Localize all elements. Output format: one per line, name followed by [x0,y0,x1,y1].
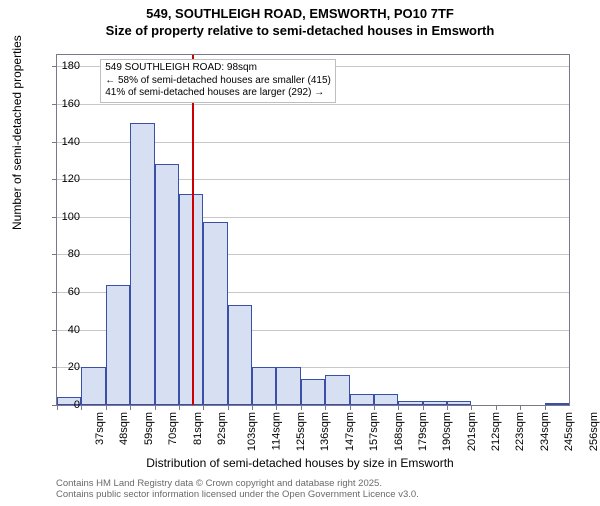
x-tick-mark [423,405,424,410]
x-tick-label: 59sqm [143,412,155,445]
annotation-line-smaller: ← 58% of semi-detached houses are smalle… [105,75,331,88]
x-tick-mark [81,405,82,410]
x-tick-mark [374,405,375,410]
y-tick-label: 140 [50,136,80,148]
y-tick-label: 40 [50,324,80,336]
histogram-bar [398,401,422,405]
x-tick-mark [350,405,351,410]
x-tick-mark [179,405,180,410]
x-tick-mark [301,405,302,410]
footer-line-1: Contains HM Land Registry data © Crown c… [56,478,419,489]
y-tick-label: 100 [50,211,80,223]
x-tick-label: 81sqm [192,412,204,445]
x-tick-label: 179sqm [417,412,429,451]
x-tick-mark [496,405,497,410]
x-tick-label: 92sqm [216,412,228,445]
x-tick-mark [276,405,277,410]
x-tick-mark [130,405,131,410]
x-tick-label: 125sqm [295,412,307,451]
x-tick-label: 168sqm [393,412,405,451]
x-tick-label: 147sqm [344,412,356,451]
histogram-bar [81,367,105,405]
annotation-line-larger: 41% of semi-detached houses are larger (… [105,87,331,100]
x-tick-mark [106,405,107,410]
histogram-bar [276,367,300,405]
x-tick-mark [203,405,204,410]
histogram-bar [228,305,252,405]
x-tick-mark [471,405,472,410]
histogram-bar [374,394,398,405]
x-tick-label: 37sqm [94,412,106,445]
x-tick-mark [398,405,399,410]
histogram-bar [301,379,325,405]
y-tick-label: 120 [50,173,80,185]
x-tick-mark [447,405,448,410]
plot-area: 549 SOUTHLEIGH ROAD: 98sqm← 58% of semi-… [56,54,570,406]
y-tick-label: 0 [50,399,80,411]
y-tick-label: 60 [50,286,80,298]
footer-line-2: Contains public sector information licen… [56,489,419,500]
x-tick-mark [228,405,229,410]
chart-title: 549, SOUTHLEIGH ROAD, EMSWORTH, PO10 7TF [0,6,600,21]
x-tick-label: 190sqm [441,412,453,451]
reference-line [192,55,194,405]
annotation-box: 549 SOUTHLEIGH ROAD: 98sqm← 58% of semi-… [100,59,336,103]
plot-wrap: 549 SOUTHLEIGH ROAD: 98sqm← 58% of semi-… [56,54,570,406]
histogram-bar [130,123,154,405]
x-tick-label: 70sqm [167,412,179,445]
annotation-title: 549 SOUTHLEIGH ROAD: 98sqm [105,62,331,75]
x-tick-mark [325,405,326,410]
x-tick-label: 103sqm [246,412,258,451]
y-tick-label: 180 [50,60,80,72]
x-tick-label: 212sqm [490,412,502,451]
y-tick-label: 80 [50,248,80,260]
grid-line [57,104,569,105]
histogram-bar [423,401,447,405]
y-axis-label: Number of semi-detached properties [10,35,24,230]
x-tick-label: 234sqm [539,412,551,451]
x-tick-mark [545,405,546,410]
footer-text: Contains HM Land Registry data © Crown c… [56,478,419,501]
histogram-bar [203,222,227,405]
histogram-bar [179,194,203,405]
y-tick-label: 160 [50,98,80,110]
x-tick-label: 223sqm [515,412,527,451]
x-tick-label: 48sqm [118,412,130,445]
histogram-bar [106,285,130,405]
chart-subtitle: Size of property relative to semi-detach… [0,23,600,38]
x-tick-label: 114sqm [270,412,282,450]
x-tick-label: 245sqm [563,412,575,451]
histogram-bar [155,164,179,405]
x-tick-label: 157sqm [368,412,380,451]
histogram-bar [350,394,374,405]
x-tick-label: 256sqm [588,412,600,451]
histogram-bar [325,375,349,405]
x-tick-mark [155,405,156,410]
histogram-bar [545,403,569,405]
x-tick-mark [252,405,253,410]
histogram-bar [447,401,471,405]
x-axis-label: Distribution of semi-detached houses by … [0,456,600,470]
histogram-bar [252,367,276,405]
y-tick-label: 20 [50,361,80,373]
x-tick-label: 201sqm [466,412,478,451]
x-tick-label: 136sqm [320,412,332,451]
x-tick-mark [520,405,521,410]
